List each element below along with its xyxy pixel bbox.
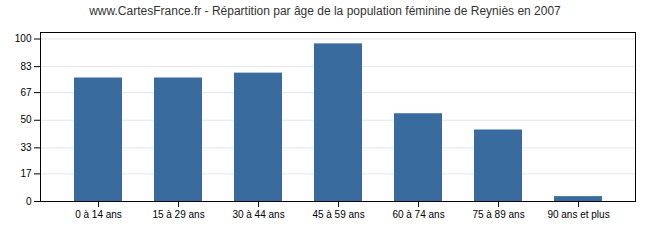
html-text:www.CartesFrance.fr - Répartit: www.CartesFrance.fr - Répartition par âg…: [89, 4, 561, 18]
svg-text:75 à 89 ans: 75 à 89 ans: [472, 209, 524, 220]
svg-text:17: 17: [20, 168, 32, 179]
svg-text:67: 67: [20, 87, 32, 98]
svg-text:83: 83: [20, 61, 32, 72]
svg-text:50: 50: [20, 114, 32, 125]
svg-text:0 à 14 ans: 0 à 14 ans: [75, 209, 122, 220]
svg-text:90 ans et plus: 90 ans et plus: [547, 209, 609, 220]
svg-text:30 à 44 ans: 30 à 44 ans: [232, 209, 284, 220]
svg-text:33: 33: [20, 142, 32, 153]
svg-text:45 à 59 ans: 45 à 59 ans: [312, 209, 364, 220]
svg-text:100: 100: [15, 33, 32, 44]
svg-text:15 à 29 ans: 15 à 29 ans: [152, 209, 204, 220]
svg-text:60 à 74 ans: 60 à 74 ans: [392, 209, 444, 220]
svg-text:0: 0: [26, 196, 32, 207]
